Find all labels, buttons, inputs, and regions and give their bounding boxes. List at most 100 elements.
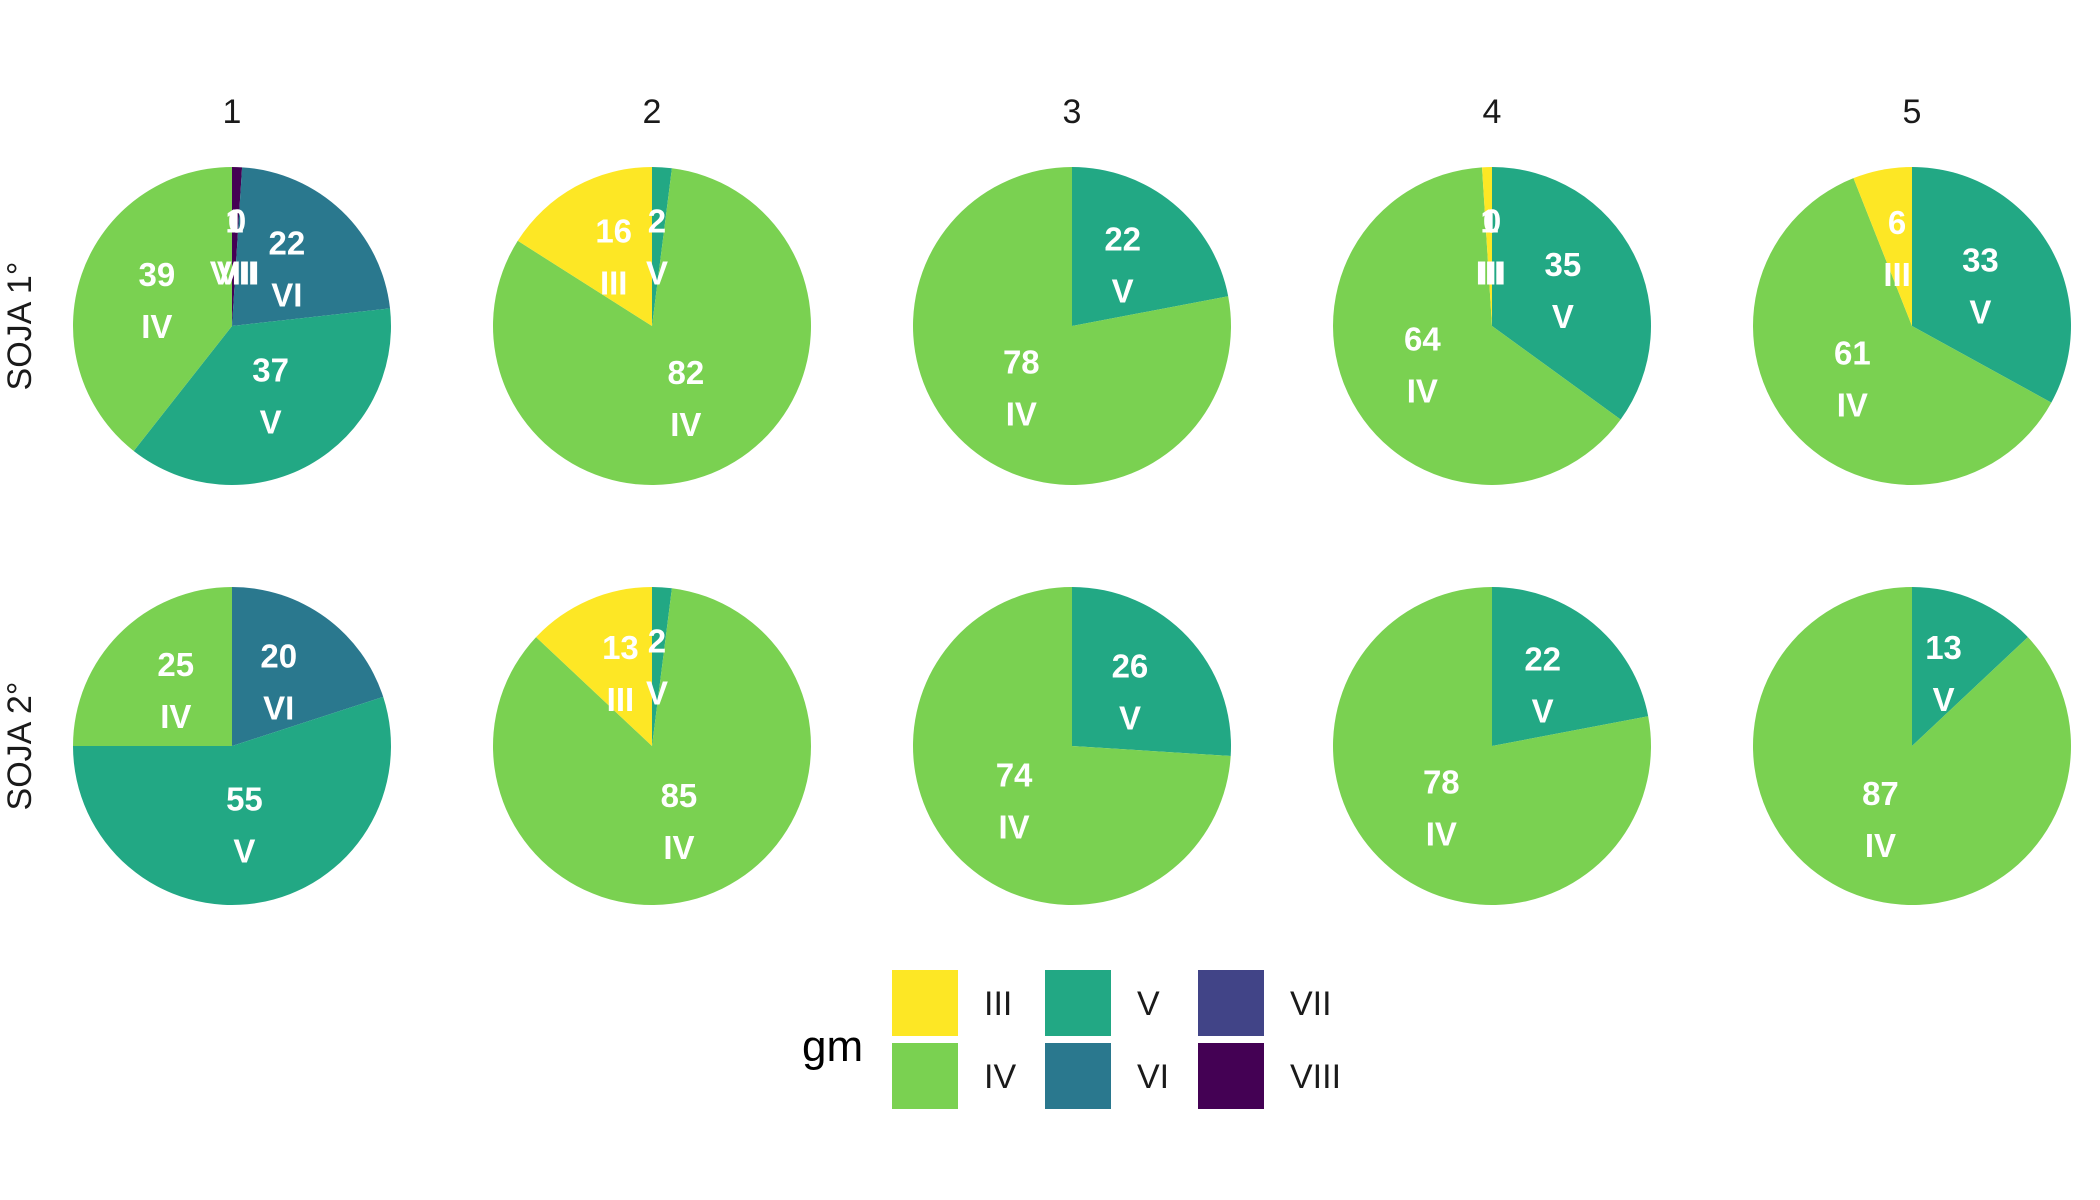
pie-panel-2-1: 20 VI 55 V 25 IV — [73, 587, 391, 905]
pie-slice-v — [1912, 167, 2071, 403]
slice-value-label: 16 — [595, 212, 632, 249]
slice-group-label: IV — [1865, 827, 1896, 864]
pie-slice-iv — [492, 588, 812, 906]
legend-item-vii: VII — [1198, 970, 1332, 1036]
legend-item-iii: III — [892, 970, 1012, 1036]
pie-slice-v — [652, 167, 672, 326]
slice-group-label: VI — [263, 690, 294, 727]
slice-group-label: VIII — [210, 255, 260, 292]
legend-label-vii: VII — [1290, 985, 1332, 1023]
slice-group-label: IV — [663, 829, 694, 866]
legend-swatch-vii — [1198, 970, 1264, 1036]
slice-value-label: 2 — [648, 623, 666, 660]
pie-slice-iv — [1333, 587, 1652, 905]
slice-value-label: 20 — [260, 638, 297, 675]
slice-group-label: V — [1532, 693, 1554, 730]
slice-value-label: 25 — [157, 646, 194, 683]
slice-group-label: V — [1969, 294, 1991, 331]
slice-group-label: V — [646, 255, 668, 292]
pie-panel-2-3: 26 V 74 IV — [913, 587, 1231, 906]
slice-value-label: 1 — [1480, 203, 1498, 240]
legend-label-iv: IV — [984, 1058, 1016, 1096]
pie-panel-1-5: 33 V 61 IV 6 III — [1752, 167, 2071, 486]
pie-slice-v — [73, 696, 391, 905]
pie-slice-iii — [1482, 167, 1492, 326]
slice-group-label: VII — [217, 255, 257, 292]
slice-value-label: 0 — [228, 203, 246, 240]
slice-group-label: IV — [160, 698, 191, 735]
slice-value-label: 82 — [667, 354, 704, 391]
slice-value-label: 74 — [996, 756, 1033, 793]
slice-value-label: 87 — [1862, 775, 1899, 812]
slice-value-label: 22 — [1104, 221, 1141, 258]
pie-slice-iv — [1333, 167, 1621, 485]
legend-item-iv: IV — [892, 1043, 1016, 1109]
slice-value-label: 55 — [226, 781, 263, 818]
pie-slice-v — [652, 587, 672, 746]
pie-slice-viii — [232, 167, 243, 326]
pie-slice-vi — [232, 167, 391, 326]
slice-group-label: IV — [141, 308, 172, 345]
slice-group-label: IV — [998, 808, 1029, 845]
legend-item-v: V — [1045, 970, 1160, 1036]
slice-value-label: 85 — [661, 777, 698, 814]
slice-group-label: III — [1883, 256, 1911, 293]
pie-slice-iv — [913, 167, 1231, 485]
legend-swatch-vi — [1045, 1043, 1111, 1109]
slice-value-label: 22 — [269, 224, 306, 261]
slice-value-label: 13 — [602, 629, 639, 666]
pie-slice-v — [1492, 167, 1652, 420]
slice-group-label: III — [600, 264, 628, 301]
legend-item-vi: VI — [1045, 1043, 1169, 1109]
slice-value-label: 6 — [1888, 204, 1906, 241]
row-label-2: SOJA 2° — [1, 682, 39, 811]
pie-slice-v — [1912, 587, 2028, 746]
slice-group-label: V — [1119, 700, 1141, 737]
pie-slice-v — [1072, 587, 1231, 756]
slice-group-label: III — [1478, 255, 1506, 292]
legend-item-viii: VIII — [1198, 1043, 1341, 1109]
pie-panel-1-2: 2 V 82 IV 16 III — [492, 167, 811, 485]
facet-label-1: 1 — [223, 93, 242, 131]
facet-labels: 1 2 3 4 5 — [223, 93, 1922, 131]
slice-value-label: 22 — [1524, 641, 1561, 678]
slice-value-label: 0 — [1483, 203, 1501, 240]
pie-slice-iii — [1853, 167, 1912, 326]
slice-value-label: 39 — [139, 256, 176, 293]
legend-label-v: V — [1137, 985, 1160, 1023]
slice-group-label: IV — [1006, 395, 1037, 432]
pie-slice-v — [1492, 587, 1649, 746]
pie-slice-v — [133, 308, 392, 485]
pie-panel-2-2: 2 V 85 IV 13 III — [492, 587, 812, 906]
slice-group-label: III — [1476, 255, 1504, 292]
pie-panels: 1VIII0VII22VI37V39IV2V82IV16III22V78IV35… — [72, 167, 2071, 906]
pie-slice-v — [1072, 167, 1229, 326]
slice-group-label: V — [233, 833, 255, 870]
slice-value-label: 37 — [252, 351, 289, 388]
slice-value-label: 61 — [1834, 335, 1871, 372]
slice-value-label: 35 — [1544, 246, 1581, 283]
slice-group-label: IV — [1407, 372, 1438, 409]
slice-value-label: 33 — [1962, 242, 1999, 279]
facet-label-4: 4 — [1483, 93, 1502, 131]
slice-value-label: 78 — [1423, 763, 1460, 800]
slice-value-label: 1 — [225, 203, 243, 240]
pie-slice-iv — [492, 168, 811, 485]
row-labels: SOJA 1° SOJA 2° — [1, 262, 39, 811]
legend-swatch-viii — [1198, 1043, 1264, 1109]
slice-group-label: V — [1112, 273, 1134, 310]
slice-group-label: V — [1552, 298, 1574, 335]
slice-value-label: 78 — [1003, 343, 1040, 380]
legend-swatch-v — [1045, 970, 1111, 1036]
pie-slice-iv — [73, 587, 232, 746]
legend-items: III IV V VI VII VIII — [892, 970, 1341, 1109]
slice-value-label: 26 — [1112, 648, 1149, 685]
slice-group-label: IV — [1426, 815, 1457, 852]
slice-group-label: IV — [1837, 387, 1868, 424]
slice-value-label: 64 — [1404, 320, 1441, 357]
legend-swatch-iii — [892, 970, 958, 1036]
pie-slice-iii — [517, 167, 652, 326]
legend-label-vi: VI — [1137, 1058, 1169, 1096]
